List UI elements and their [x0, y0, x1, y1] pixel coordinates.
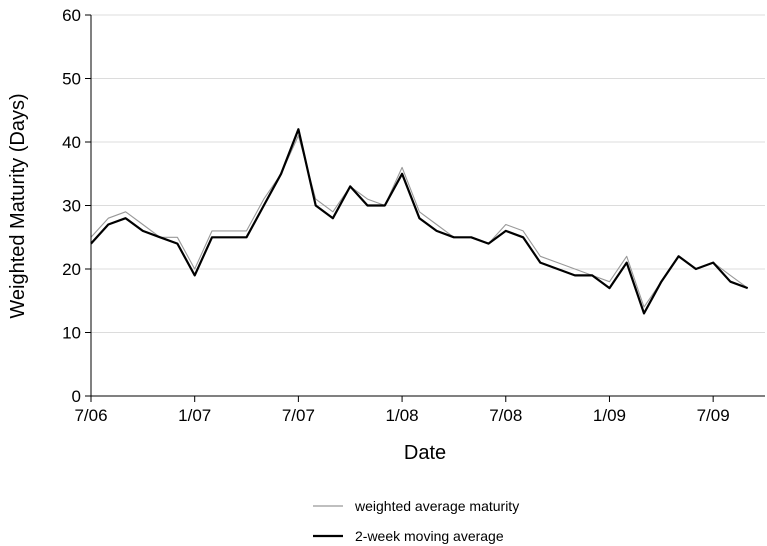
x-tick-label-0: 7/06	[74, 406, 107, 425]
y-axis-title: Weighted Maturity (Days)	[7, 93, 29, 318]
y-tick-label-6: 60	[62, 6, 81, 25]
x-tick-label-4: 7/08	[489, 406, 522, 425]
x-tick-label-2: 7/07	[282, 406, 315, 425]
series-layer	[90, 128, 749, 315]
x-axis-title: Date	[404, 442, 446, 464]
x-tick-label-5: 1/09	[593, 406, 626, 425]
series-line-2-week-moving-average	[90, 128, 749, 315]
series-line-weighted-average-maturity	[90, 135, 749, 308]
tick-labels: 0 10 20 30 40 50 60 7/06 1/07 7/07 1/08 7/08 1/09 7/0…	[62, 6, 730, 425]
y-tick-label-2: 20	[62, 260, 81, 279]
x-tick-label-6: 7/09	[697, 406, 730, 425]
legend-label-weighted-average-maturity: weighted average maturity	[354, 498, 519, 514]
x-tick-label-3: 1/08	[386, 406, 419, 425]
y-tick-label-4: 40	[62, 133, 81, 152]
gridlines	[91, 14, 765, 333]
x-tick-label-1: 1/07	[178, 406, 211, 425]
legend-label-2-week-moving-average: 2-week moving average	[355, 528, 504, 544]
axes	[85, 14, 765, 402]
y-tick-label-1: 10	[62, 324, 81, 343]
y-tick-label-3: 30	[62, 197, 81, 216]
legend: weighted average maturity 2-week moving …	[313, 498, 519, 544]
y-tick-label-5: 50	[62, 70, 81, 89]
y-tick-label-0: 0	[72, 387, 81, 406]
